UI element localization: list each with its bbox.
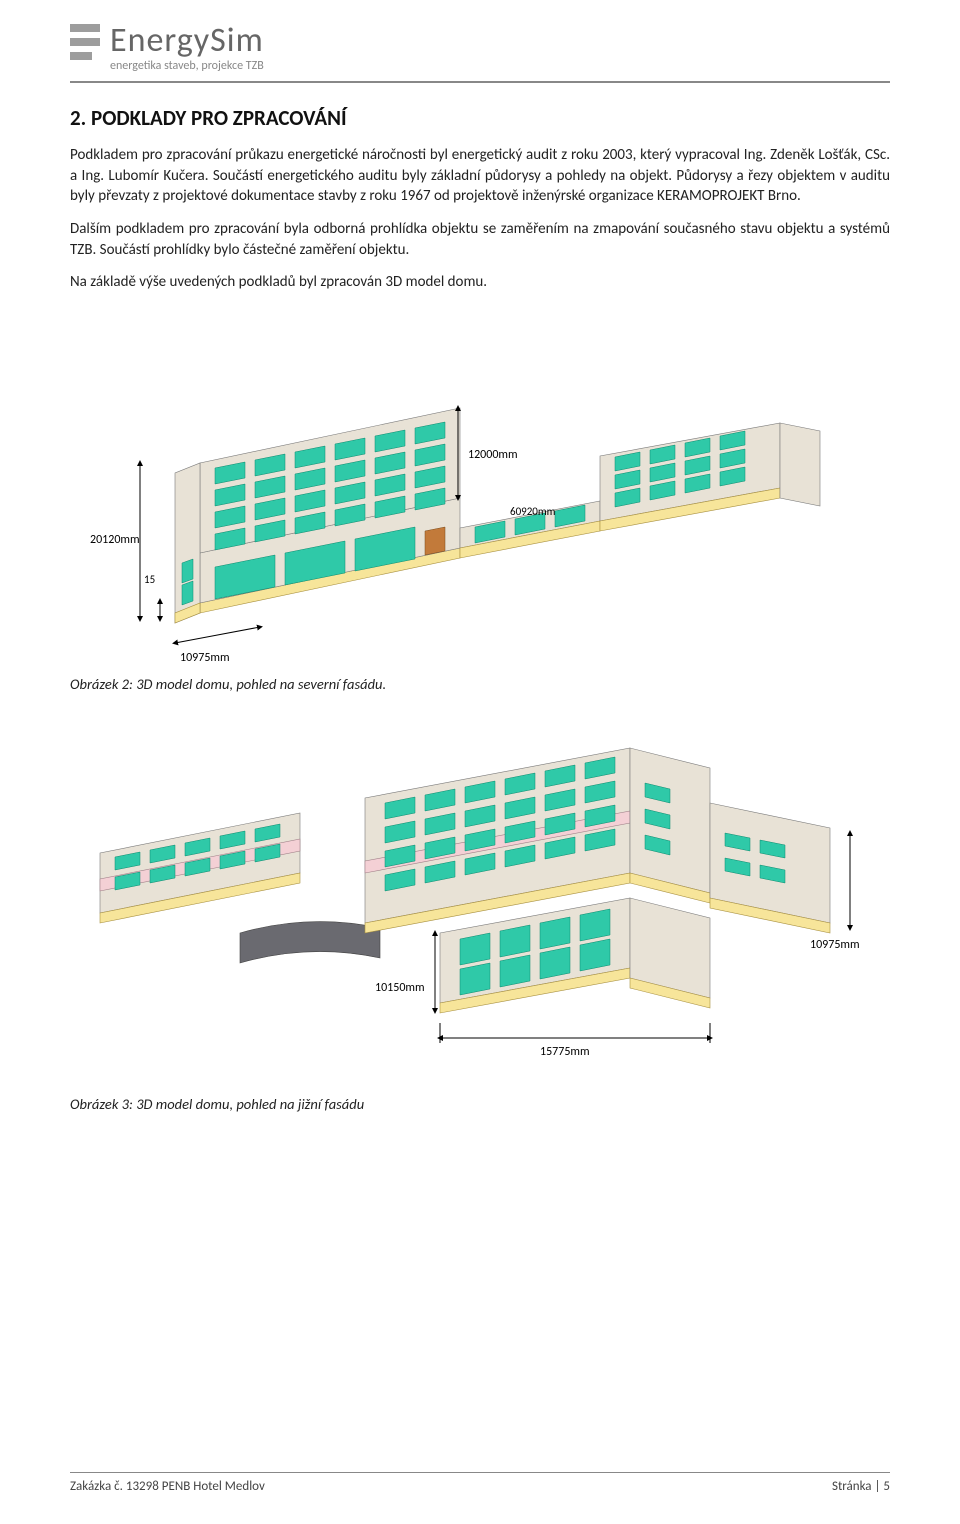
- section-title-text: PODKLADY PRO ZPRACOVÁNÍ: [91, 105, 347, 131]
- logo-text: EnergySim energetika staveb, projekce TZ…: [110, 20, 264, 73]
- dim-60920: 60920mm: [510, 505, 556, 518]
- logo-icon: [70, 20, 100, 60]
- dim-15: 15: [144, 573, 155, 586]
- brand-name: EnergySim: [110, 20, 264, 61]
- page-header: EnergySim energetika staveb, projekce TZ…: [70, 20, 890, 83]
- figure-north-facade: 12000mm 20120mm 15 10975mm 60920mm: [70, 323, 890, 663]
- section-heading: 2. PODKLADY PRO ZPRACOVÁNÍ: [70, 105, 890, 131]
- model-south-svg: 10150mm 15775mm 10975mm: [70, 723, 890, 1083]
- brand-tagline: energetika staveb, projekce TZB: [110, 59, 264, 73]
- dim-right-10975: 10975mm: [810, 938, 860, 952]
- dim-12000: 12000mm: [468, 448, 518, 462]
- paragraph-1: Podkladem pro zpracování průkazu energet…: [70, 145, 890, 207]
- section-number: 2.: [70, 105, 86, 131]
- footer-right: Stránka | 5: [832, 1479, 890, 1494]
- figure2-caption: Obrázek 3: 3D model domu, pohled na jižn…: [70, 1095, 890, 1113]
- paragraph-2: Dalším podkladem pro zpracování byla odb…: [70, 219, 890, 260]
- paragraph-3: Na základě výše uvedených podkladů byl z…: [70, 272, 890, 293]
- footer-left: Zakázka č. 13298 PENB Hotel Medlov: [70, 1479, 265, 1494]
- dim-15775: 15775mm: [540, 1045, 590, 1059]
- dim-20120: 20120mm: [90, 533, 140, 547]
- model-north-svg: 12000mm 20120mm 15 10975mm 60920mm: [80, 323, 880, 663]
- page-footer: Zakázka č. 13298 PENB Hotel Medlov Strán…: [70, 1472, 890, 1494]
- dim-10150: 10150mm: [375, 981, 425, 995]
- figure1-caption: Obrázek 2: 3D model domu, pohled na seve…: [70, 675, 890, 693]
- figure-south-facade: 10150mm 15775mm 10975mm: [70, 723, 890, 1083]
- dim-10975: 10975mm: [180, 651, 230, 663]
